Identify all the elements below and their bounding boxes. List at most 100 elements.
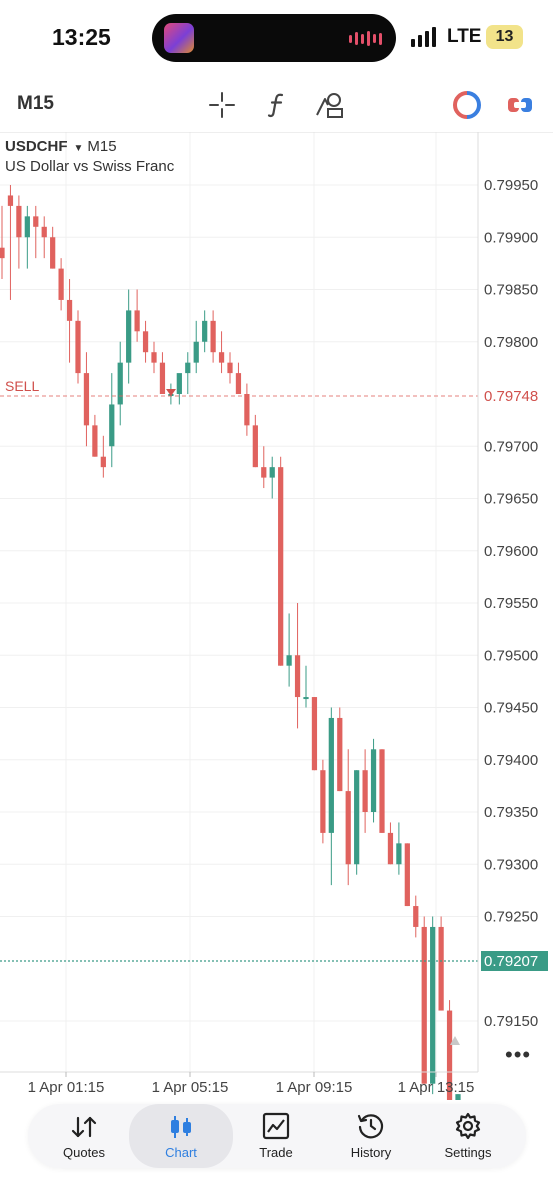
candle-body [176,373,182,394]
chart-toolbar: M15 [0,78,553,132]
cellular-signal-icon [411,27,436,47]
price-tick-label: 0.79950 [484,177,538,194]
tab-quotes-label: Quotes [63,1145,105,1160]
current-price-tag-bg [481,951,548,971]
sell-line-label: SELL [5,378,39,394]
price-tick-label: 0.79150 [484,1013,538,1030]
one-click-trade-icon[interactable] [505,90,535,120]
candle-body [311,697,318,771]
candle-body [261,467,267,478]
time-tick-label: 1 Apr 05:15 [152,1079,229,1096]
chart-symbol-header[interactable]: USDCHF ▼ M15 [5,138,117,155]
price-tick-label: 0.79300 [484,856,538,873]
candle-body [244,394,250,426]
settings-icon [420,1104,516,1140]
candlestick-chart[interactable]: 0.79950 0.79900 0.79850 0.79800 0.79700 0.796… [0,132,553,1100]
status-time: 13:25 [52,24,111,50]
tab-history-label: History [350,1145,392,1160]
candle-body [370,749,377,812]
price-tick-label: 0.79400 [484,752,538,769]
candle-body [0,247,5,259]
candle-body [134,310,140,332]
candle-body [413,906,419,927]
candle-body [235,373,242,394]
candle-body [320,770,326,833]
candle-body [286,655,292,666]
candle-body [50,237,56,269]
candle-body [185,362,191,374]
candle-body [345,791,351,865]
candle-body [455,1094,461,1100]
candle-body [66,299,73,321]
candle-body [354,770,360,865]
symbol-dropdown-icon: ▼ [73,143,84,154]
time-tick-label: 1 Apr 01:15 [28,1079,105,1096]
candle-body [109,404,115,447]
tab-quotes[interactable]: Quotes [36,1104,132,1168]
candle-body [92,425,98,457]
candle-body [75,320,81,374]
candle-body [446,1010,453,1100]
symbol-description: US Dollar vs Swiss Franc [5,158,175,175]
price-tick-label: 0.79650 [484,491,538,508]
more-options-icon[interactable]: ••• [505,1042,532,1067]
tab-trade[interactable]: Trade [228,1104,324,1168]
price-tick-label: 0.79800 [484,334,538,351]
candle-body [24,216,30,238]
quick-trade-icon[interactable] [452,90,482,120]
price-tick-label: 0.79350 [484,804,538,821]
chart-candles-icon [129,1104,233,1140]
audio-waveform-icon [349,31,382,46]
now-playing-app-icon [164,23,194,53]
indicators-f-icon[interactable] [262,90,292,120]
candle-body [33,216,39,227]
sell-price-tag: 0.79748 [484,388,538,405]
price-tick-label: 0.79600 [484,543,538,560]
price-chart[interactable]: 0.79950 0.79900 0.79850 0.79800 0.79700 0.796… [0,132,553,1100]
tab-chart[interactable]: Chart [129,1104,233,1168]
current-price-tag: 0.79207 [484,953,538,970]
candle-body [142,331,149,353]
objects-icon[interactable] [315,90,345,120]
candle-body [379,749,385,833]
candle-body [278,467,284,666]
candle-body [294,655,301,698]
candle-body [159,362,166,394]
symbol-name: USDCHF [5,138,68,155]
candle-body [328,717,334,833]
candle-body [396,843,402,865]
quotes-icon [36,1104,132,1140]
candle-body [100,456,106,468]
history-icon [323,1104,419,1140]
candle-body [193,341,199,363]
trade-icon [228,1104,324,1140]
timeframe-selector[interactable]: M15 [17,93,54,114]
dynamic-island [152,14,396,62]
price-tick-label: 0.79900 [484,229,538,246]
scroll-end-triangle-icon [450,1036,460,1045]
candle-body [202,320,208,342]
price-tick-label: 0.79250 [484,909,538,926]
candle-body [252,425,258,468]
candle-body [421,926,427,1084]
candle-body [16,205,22,238]
tab-history[interactable]: History [323,1104,419,1168]
sell-trade-marker-icon [166,389,176,396]
price-tick-label: 0.79550 [484,595,538,612]
candle-body [362,770,368,812]
symbol-timeframe: M15 [87,138,117,155]
candle-body [404,843,410,907]
time-tick-label: 1 Apr 13:15 [398,1079,475,1096]
candle-body [117,362,123,405]
tab-settings[interactable]: Settings [420,1104,516,1168]
candle-body [227,362,233,374]
crosshair-icon[interactable] [207,90,237,120]
candle-body [430,926,436,1084]
status-bar: 13:25 LTE 13 [0,0,553,78]
network-type: LTE [447,26,482,47]
battery-indicator: 13 [486,25,523,49]
price-tick-label: 0.79500 [484,647,538,664]
tab-chart-label: Chart [165,1145,197,1160]
time-tick-label: 1 Apr 09:15 [276,1079,353,1096]
price-tick-label: 0.79700 [484,438,538,455]
